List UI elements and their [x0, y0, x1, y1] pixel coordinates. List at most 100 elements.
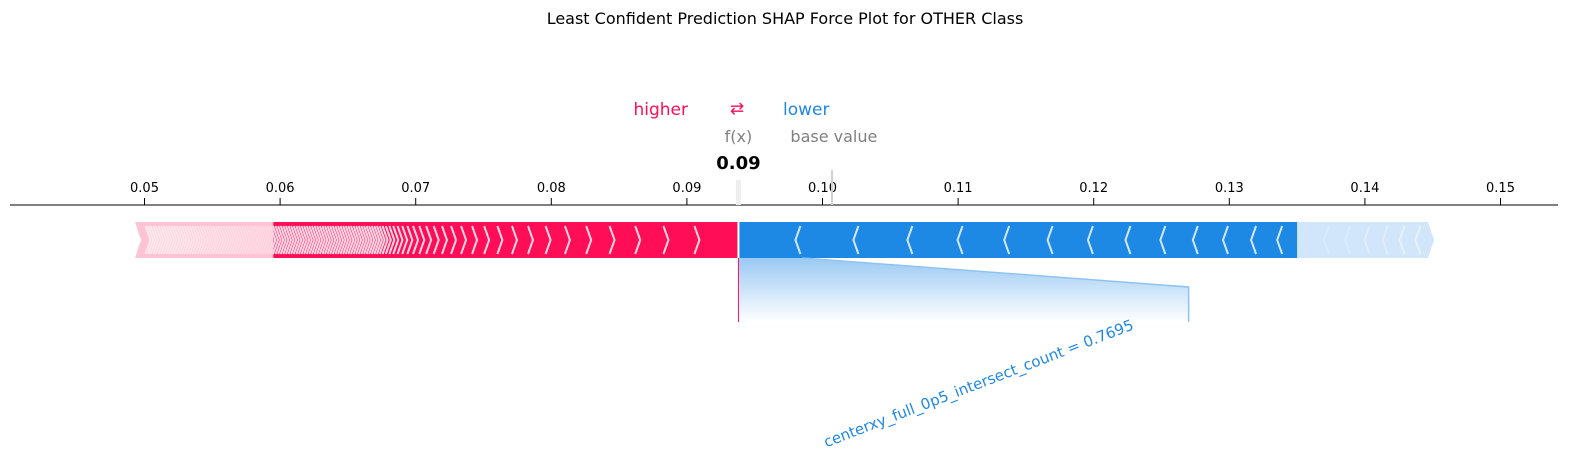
base-value-label: base value	[790, 127, 877, 146]
positive-chevron	[295, 225, 303, 255]
positive-chevron	[350, 225, 358, 255]
positive-chevron	[357, 225, 365, 255]
positive-chevron	[608, 225, 616, 255]
positive-chevron	[144, 225, 152, 255]
feature-connectors: centerxy_full_0p5_intersect_count = 0.76…	[737, 257, 1190, 452]
positive-chevron	[290, 225, 298, 255]
positive-chevron	[256, 225, 264, 255]
positive-chevron	[292, 225, 300, 255]
positive-chevron	[511, 225, 519, 255]
negative-chevron	[1249, 225, 1257, 255]
positive-chevron	[168, 225, 176, 255]
negative-chevron	[1300, 225, 1308, 255]
positive-chevron	[337, 225, 345, 255]
positive-chevron	[342, 225, 350, 255]
positive-chevron	[191, 225, 199, 255]
x-tick-label: 0.12	[1079, 181, 1108, 196]
negative-chevron	[1363, 225, 1371, 255]
positive-chevron	[259, 225, 267, 255]
positive-chevron	[165, 225, 173, 255]
negative-chevron	[1191, 225, 1199, 255]
positive-chevron	[149, 225, 157, 255]
positive-chevron	[209, 225, 217, 255]
positive-chevron	[160, 225, 168, 255]
positive-chevron	[305, 225, 313, 255]
x-axis-ticks: 0.05 0.06 0.07 0.08 0.09 0.10 0.11 0.12 0.13 0.14…	[130, 181, 1515, 205]
positive-chevron	[220, 225, 228, 255]
positive-chevron	[396, 225, 404, 255]
x-tick-label: 0.09	[672, 181, 701, 196]
positive-chevron	[370, 225, 378, 255]
negative-chevron	[1159, 225, 1167, 255]
positive-chevron	[344, 225, 352, 255]
positive-chevron	[266, 225, 274, 255]
positive-chevron	[261, 225, 269, 255]
positive-chevron	[406, 225, 414, 255]
negative-chevron	[1003, 225, 1011, 255]
positive-chevron	[282, 225, 290, 255]
positive-chevron	[384, 225, 392, 255]
positive-chevron	[246, 225, 254, 255]
positive-chevron	[152, 225, 160, 255]
positive-chevron	[238, 225, 246, 255]
positive-chevron	[321, 225, 329, 255]
positive-chevron	[352, 225, 360, 255]
positive-chevron	[483, 225, 491, 255]
positive-chevron	[401, 225, 409, 255]
fx-value-label: 0.09	[716, 153, 760, 174]
positive-chevron	[300, 225, 308, 255]
positive-chevron	[441, 225, 449, 255]
positive-chevron	[178, 225, 186, 255]
positive-chevron	[233, 225, 241, 255]
positive-chevron	[279, 225, 287, 255]
positive-chevron	[253, 225, 261, 255]
positive-chevron	[339, 225, 347, 255]
positive-chevron	[243, 225, 251, 255]
positive-chevron	[360, 225, 368, 255]
positive-chevron	[308, 225, 316, 255]
positive-chevron	[355, 225, 363, 255]
positive-chevron	[269, 225, 277, 255]
positive-chevron	[693, 225, 701, 255]
positive-chevron	[147, 225, 155, 255]
positive-chevron	[222, 225, 230, 255]
positive-chevron	[471, 225, 479, 255]
positive-chevron	[544, 225, 552, 255]
positive-chevron	[634, 225, 642, 255]
positive-chevron	[173, 225, 181, 255]
positive-chevron	[170, 225, 178, 255]
x-tick-label: 0.07	[401, 181, 430, 196]
positive-chevron	[460, 225, 468, 255]
x-tick-label: 0.11	[944, 181, 973, 196]
negative-chevron	[1046, 225, 1054, 255]
x-tick-label: 0.14	[1350, 181, 1379, 196]
positive-chevron	[183, 225, 191, 255]
positive-chevron	[227, 225, 235, 255]
negative-force-bar	[738, 222, 1298, 258]
positive-chevron	[188, 225, 196, 255]
positive-chevron	[373, 225, 381, 255]
positive-chevron	[388, 225, 396, 255]
positive-chevron	[217, 225, 225, 255]
negative-chevron	[1086, 225, 1094, 255]
positive-chevron	[207, 225, 215, 255]
force-bars	[135, 222, 1435, 258]
negative-chevron	[1221, 225, 1229, 255]
positive-chevron	[496, 225, 504, 255]
positive-chevron	[186, 225, 194, 255]
positive-chevron	[313, 225, 321, 255]
positive-chevron	[662, 225, 670, 255]
positive-chevron	[563, 225, 571, 255]
positive-chevron	[368, 225, 376, 255]
positive-chevron	[365, 225, 373, 255]
x-tick-label: 0.15	[1486, 181, 1515, 196]
negative-chevron	[956, 225, 964, 255]
positive-chevron	[251, 225, 259, 255]
negative-chevron	[1414, 225, 1422, 255]
positive-chevron	[329, 225, 337, 255]
positive-chevron	[277, 225, 285, 255]
negative-chevron	[852, 225, 860, 255]
positive-chevron	[585, 225, 593, 255]
positive-chevron	[230, 225, 238, 255]
positive-chevron	[392, 225, 400, 255]
